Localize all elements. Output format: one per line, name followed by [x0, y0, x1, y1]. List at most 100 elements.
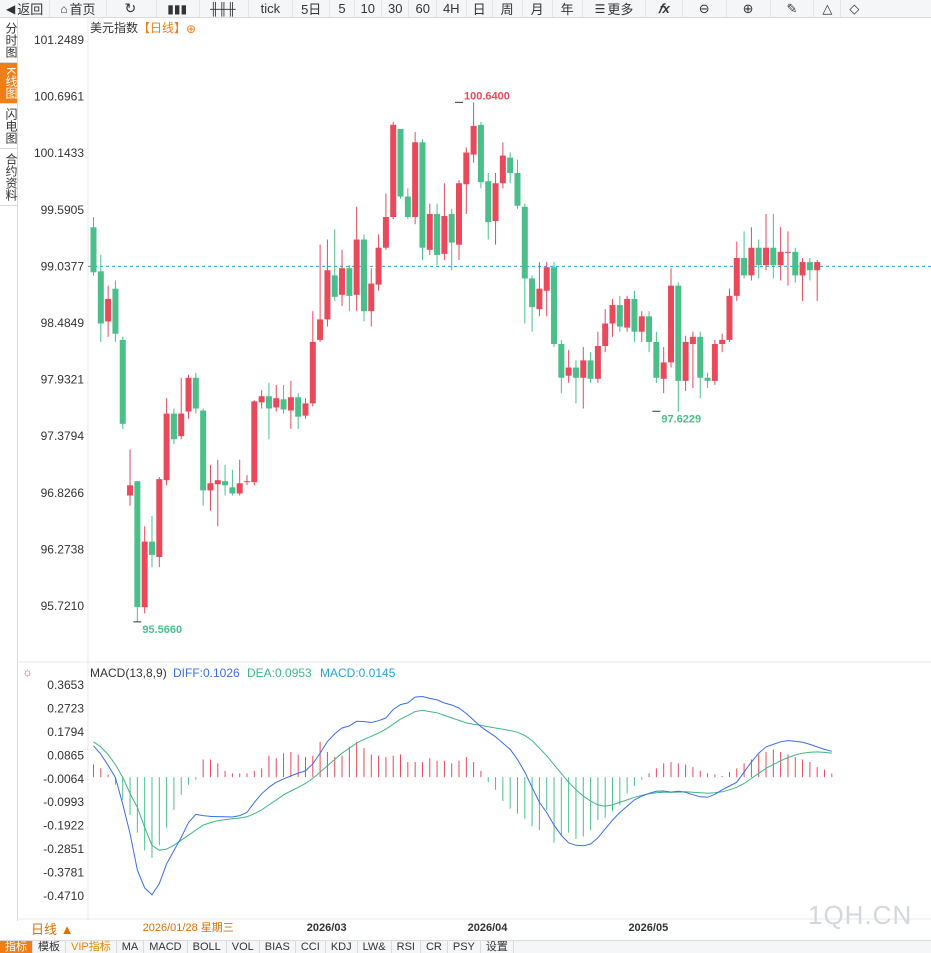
price-tick-label: 96.2738 — [41, 542, 85, 556]
zoom-out-button[interactable]: ⊖ — [683, 0, 727, 17]
candle — [287, 380, 294, 429]
refresh-button[interactable]: ↻ — [107, 0, 158, 17]
candle — [792, 247, 799, 283]
macd-tick-label: -0.2851 — [43, 842, 84, 856]
side-tab-timeshare[interactable]: 分时图 — [0, 18, 18, 63]
indicator-tab-indicators[interactable]: 指标 — [0, 941, 33, 953]
triangle-icon: △ — [822, 0, 833, 16]
more-button[interactable]: ☰ 更多 — [583, 0, 647, 17]
indicator-tab-vol[interactable]: VOL — [227, 941, 260, 953]
candle — [97, 254, 104, 342]
home-button[interactable]: ⌂ 首页 — [50, 0, 107, 17]
candle — [784, 231, 791, 286]
candle — [492, 172, 499, 245]
pencil-icon: ✎ — [786, 0, 798, 16]
side-tab-contract[interactable]: 合约资料 — [0, 149, 18, 207]
candle-style-button[interactable]: ╫╫╫ — [200, 0, 249, 17]
candle — [638, 311, 645, 342]
period-year[interactable]: 年 — [553, 0, 583, 17]
kline-type-button[interactable]: ▮▮▮ — [157, 0, 201, 17]
macd-tick-label: 0.3653 — [47, 678, 84, 692]
indicator-tab-kdj[interactable]: KDJ — [326, 941, 358, 953]
formula-icon: 𝑓x — [658, 0, 670, 16]
indicator-tab-vip[interactable]: VIP指标 — [66, 941, 117, 953]
side-tab-flash[interactable]: 闪电图 — [0, 104, 18, 150]
indicator-tab-cr[interactable]: CR — [421, 941, 448, 953]
candle — [616, 295, 623, 332]
candle — [258, 390, 265, 409]
side-tab-kline[interactable]: K线图 — [0, 63, 18, 105]
indicator-tab-template[interactable]: 模板 — [33, 941, 66, 953]
period-60m[interactable]: 60 — [409, 0, 437, 17]
candle — [689, 331, 696, 389]
price-tick-label: 100.6961 — [34, 90, 84, 104]
price-tick-label: 99.5905 — [41, 203, 85, 217]
candle — [543, 262, 550, 317]
period-selector[interactable]: 日线 ▲ — [17, 921, 87, 939]
macd-tick-label: -0.3781 — [43, 866, 84, 880]
candle — [470, 102, 477, 163]
indicator-tab-psy[interactable]: PSY — [448, 941, 481, 953]
macd-tick-label: 0.2723 — [47, 701, 84, 715]
price-tick-label: 97.9321 — [41, 373, 85, 387]
candle — [514, 159, 521, 209]
x-tick-label: 2026/04 — [468, 922, 509, 934]
period-4h[interactable]: 4H — [437, 0, 467, 17]
period-5d[interactable]: 5日 — [293, 0, 331, 17]
candle — [214, 459, 221, 527]
period-30m[interactable]: 30 — [382, 0, 410, 17]
indicator-tab-lw[interactable]: LW& — [358, 941, 392, 953]
indicator-tab-rsi[interactable]: RSI — [392, 941, 421, 953]
candle — [251, 400, 258, 486]
indicator-tab-ma[interactable]: MA — [117, 941, 145, 953]
candle — [390, 121, 397, 220]
candle — [485, 172, 492, 240]
erase-button[interactable]: ◇ — [841, 0, 867, 17]
macd-tick-label: -0.4710 — [43, 889, 84, 903]
side-panel: 分时图 K线图 闪电图 合约资料 — [0, 18, 18, 928]
candle — [90, 217, 97, 276]
period-day[interactable]: 日 — [467, 0, 493, 17]
macd-tick-label: -0.0993 — [43, 795, 84, 809]
candle — [704, 372, 711, 389]
back-button[interactable]: ◀ 返回 — [0, 0, 51, 17]
indicator-tab-macd[interactable]: MACD — [144, 941, 188, 953]
indicator-tab-settings[interactable]: 设置 — [481, 941, 514, 953]
indicator-tab-bias[interactable]: BIAS — [260, 941, 296, 953]
macd-legend: ☼ MACD(13,8,9) DIFF:0.1026 DEA:0.0953 MA… — [22, 665, 396, 680]
period-tick[interactable]: tick — [249, 0, 294, 17]
macd-diff-value: DIFF:0.1026 — [173, 666, 240, 680]
home-icon: ⌂ — [60, 1, 68, 16]
macd-y-axis: 0.3653 0.2723 0.1794 0.0865 -0.0064 -0.0993 -0… — [43, 678, 84, 903]
shape-button[interactable]: △ — [814, 0, 842, 17]
add-symbol-icon[interactable]: ⊕ — [186, 22, 196, 36]
candle — [711, 339, 718, 385]
candle — [302, 398, 309, 419]
candle — [631, 290, 638, 342]
period-10m[interactable]: 10 — [355, 0, 383, 17]
candle — [229, 469, 236, 496]
candle — [105, 285, 112, 337]
indicator-tab-cci[interactable]: CCI — [296, 941, 326, 953]
candlestick-series — [90, 102, 821, 622]
candle — [572, 360, 579, 404]
macd-tick-label: -0.1922 — [43, 819, 84, 833]
candle — [280, 384, 287, 414]
candle — [609, 298, 616, 337]
zoom-in-button[interactable]: ⊕ — [727, 0, 771, 17]
candle — [594, 331, 601, 383]
period-week[interactable]: 周 — [493, 0, 523, 17]
period-month[interactable]: 月 — [523, 0, 553, 17]
candle — [558, 339, 565, 394]
period-5m[interactable]: 5 — [330, 0, 355, 17]
macd-settings-icon[interactable]: ☼ — [22, 665, 33, 679]
candle — [499, 142, 506, 189]
indicator-tab-boll[interactable]: BOLL — [188, 941, 227, 953]
candle — [200, 408, 207, 506]
formula-button[interactable]: 𝑓x — [646, 0, 683, 17]
draw-button[interactable]: ✎ — [771, 0, 815, 17]
candle — [295, 393, 302, 429]
candle — [799, 257, 806, 301]
candle — [207, 464, 214, 511]
